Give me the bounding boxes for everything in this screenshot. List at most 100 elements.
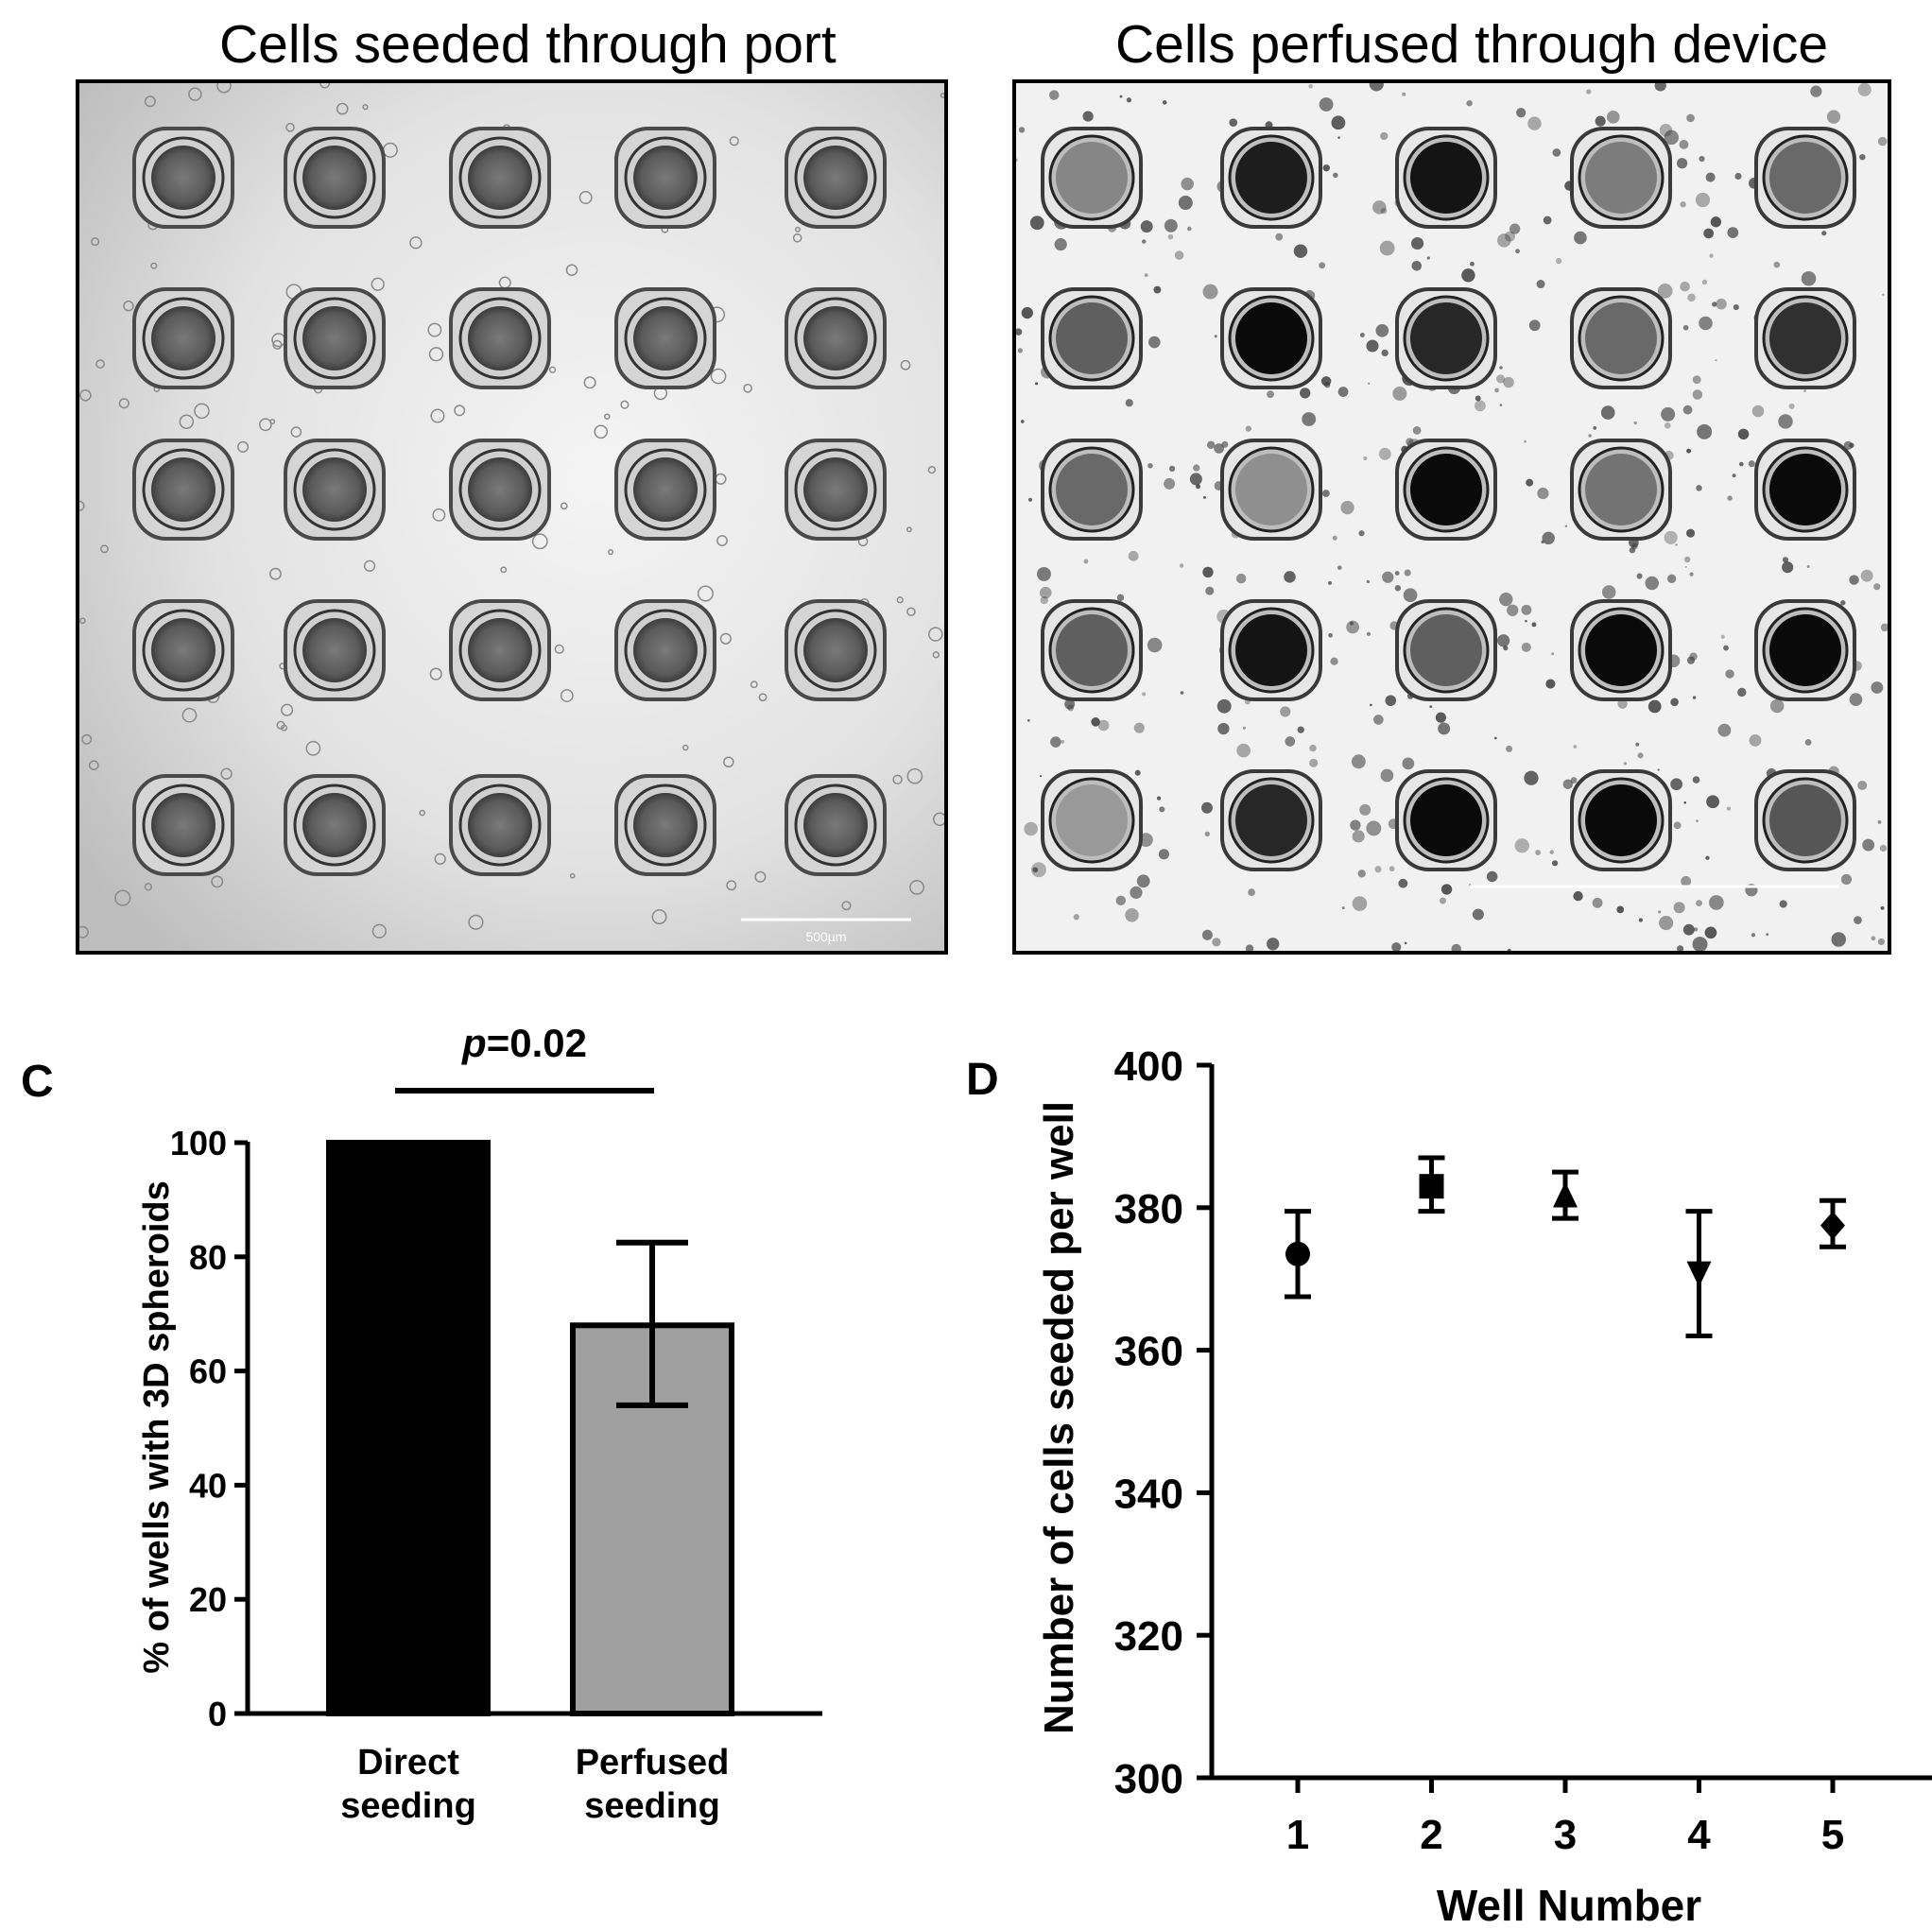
- right-debris: [1202, 495, 1206, 499]
- right-debris: [1391, 942, 1402, 951]
- right-spheroid: [1235, 784, 1307, 856]
- d-y-tick-label: 320: [1114, 1613, 1183, 1660]
- left-debris: [560, 502, 568, 510]
- left-debris: [569, 872, 576, 879]
- right-debris: [1164, 218, 1178, 233]
- right-debris: [1524, 439, 1527, 443]
- right-debris: [1248, 888, 1255, 896]
- left-debris: [792, 233, 802, 243]
- right-debris: [1854, 916, 1862, 924]
- right-debris: [1686, 448, 1692, 454]
- left-debris: [723, 756, 734, 768]
- right-debris: [1125, 908, 1139, 922]
- right-debris: [1659, 123, 1673, 137]
- right-debris: [1503, 376, 1514, 388]
- left-well: [785, 439, 887, 541]
- right-debris: [1527, 116, 1542, 130]
- right-debris: [1018, 127, 1026, 133]
- left-spheroid: [151, 306, 216, 370]
- right-debris: [1681, 875, 1692, 887]
- right-debris: [1083, 559, 1089, 564]
- right-debris: [1697, 423, 1713, 439]
- right-debris: [1871, 936, 1876, 941]
- c-x-tick-label: seeding: [584, 1786, 720, 1826]
- right-debris: [1337, 136, 1340, 139]
- right-well: [1395, 769, 1497, 871]
- right-spheroid: [1056, 302, 1128, 374]
- right-debris: [1636, 573, 1643, 579]
- left-debris: [594, 424, 609, 439]
- right-debris: [1804, 738, 1812, 746]
- right-debris: [1142, 692, 1147, 697]
- right-debris: [1732, 474, 1736, 478]
- c-x-tick-label: Direct: [357, 1743, 459, 1783]
- right-debris: [1091, 717, 1100, 727]
- right-well: [1754, 439, 1856, 541]
- left-debris: [114, 889, 131, 906]
- left-well: [284, 127, 386, 229]
- left-spheroid: [468, 793, 532, 857]
- d-point-circle: [1285, 1241, 1310, 1266]
- d-point-triangle-down: [1686, 1261, 1712, 1287]
- right-debris: [1751, 933, 1756, 938]
- right-debris: [1016, 158, 1018, 162]
- right-well: [1754, 287, 1856, 389]
- c-y-tick-label: 40: [189, 1466, 227, 1505]
- right-debris: [1332, 535, 1337, 541]
- right-debris: [1670, 778, 1683, 791]
- left-debris: [906, 767, 923, 784]
- left-spheroid: [803, 306, 868, 370]
- right-debris: [1658, 910, 1662, 914]
- right-debris: [1696, 900, 1702, 907]
- right-debris: [1496, 233, 1511, 248]
- right-debris: [1684, 556, 1691, 563]
- right-debris: [1385, 695, 1397, 707]
- left-well: [785, 287, 887, 389]
- right-debris: [1221, 440, 1229, 448]
- left-well: [284, 774, 386, 876]
- right-debris: [1623, 762, 1628, 766]
- right-debris: [1635, 742, 1640, 747]
- right-debris: [1773, 261, 1781, 268]
- left-debris: [281, 703, 294, 716]
- right-spheroid: [1585, 784, 1657, 856]
- right-debris: [1040, 595, 1048, 605]
- right-debris: [1381, 349, 1389, 357]
- left-scale-label: 500µm: [805, 929, 846, 944]
- right-debris: [1857, 83, 1872, 96]
- left-debris: [427, 322, 442, 337]
- right-debris: [1372, 200, 1387, 215]
- right-debris: [1673, 821, 1682, 830]
- right-debris: [1506, 745, 1513, 752]
- right-debris: [1737, 687, 1747, 698]
- right-debris: [1337, 387, 1349, 397]
- right-debris: [1556, 258, 1562, 265]
- right-debris: [1509, 223, 1521, 234]
- right-debris: [1670, 698, 1679, 707]
- left-debris: [651, 909, 667, 925]
- right-debris: [1859, 153, 1866, 161]
- right-debris: [1769, 698, 1785, 714]
- right-debris: [1212, 938, 1221, 947]
- left-debris: [409, 236, 423, 250]
- right-spheroid: [1585, 302, 1657, 374]
- right-debris: [1020, 420, 1025, 423]
- right-well: [1395, 127, 1497, 229]
- right-debris: [1319, 262, 1326, 269]
- left-spheroid: [633, 146, 698, 210]
- left-debris: [144, 95, 156, 108]
- right-debris: [1024, 821, 1038, 836]
- left-well: [449, 439, 551, 541]
- p-value-annotation: p=0.02: [461, 1021, 587, 1065]
- left-well: [132, 127, 234, 229]
- right-debris: [1229, 118, 1238, 128]
- right-debris: [1531, 622, 1537, 628]
- right-debris: [1050, 736, 1061, 748]
- right-debris: [1412, 425, 1422, 435]
- right-microscopy-canvas: [1016, 83, 1888, 951]
- right-debris: [1801, 270, 1817, 286]
- right-spheroid: [1769, 454, 1841, 525]
- right-debris: [1689, 572, 1694, 577]
- right-debris: [1840, 873, 1853, 886]
- right-debris: [1201, 801, 1213, 814]
